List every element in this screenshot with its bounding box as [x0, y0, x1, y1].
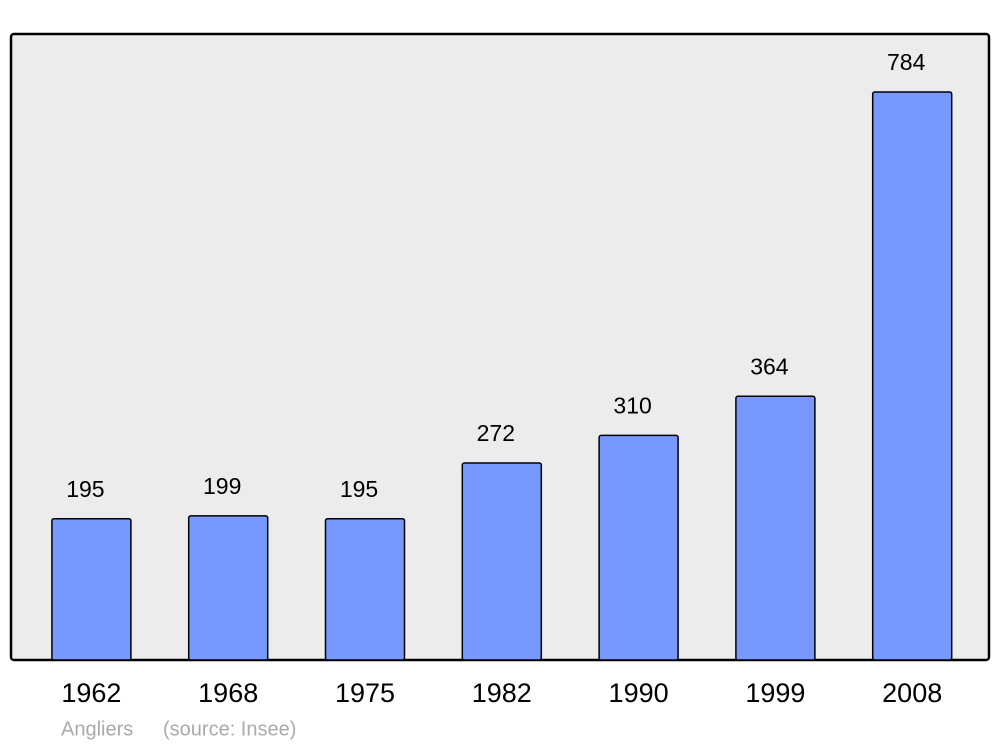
value-label: 310: [613, 392, 651, 418]
bar: [461, 462, 543, 661]
bar: [187, 515, 269, 661]
x-tick-label: 1990: [609, 678, 669, 708]
value-label: 195: [66, 476, 104, 502]
source: (source: Insee): [163, 718, 296, 740]
caption: Angliers: [61, 718, 133, 740]
x-tick-label: 1999: [745, 678, 805, 708]
x-tick-label: 1975: [335, 678, 395, 708]
bar: [735, 395, 816, 661]
bar: [51, 517, 132, 661]
value-label: 364: [750, 353, 789, 379]
bar: [871, 91, 953, 661]
x-tick-label: 2008: [882, 678, 942, 708]
bar: [598, 434, 679, 661]
x-tick-label: 1962: [61, 678, 121, 708]
value-label: 199: [203, 473, 241, 499]
value-label: 784: [887, 49, 926, 75]
value-label: 272: [477, 420, 515, 446]
bar: [324, 517, 406, 661]
x-tick-label: 1968: [198, 678, 258, 708]
value-label: 195: [340, 476, 378, 502]
x-tick-label: 1982: [472, 678, 532, 708]
